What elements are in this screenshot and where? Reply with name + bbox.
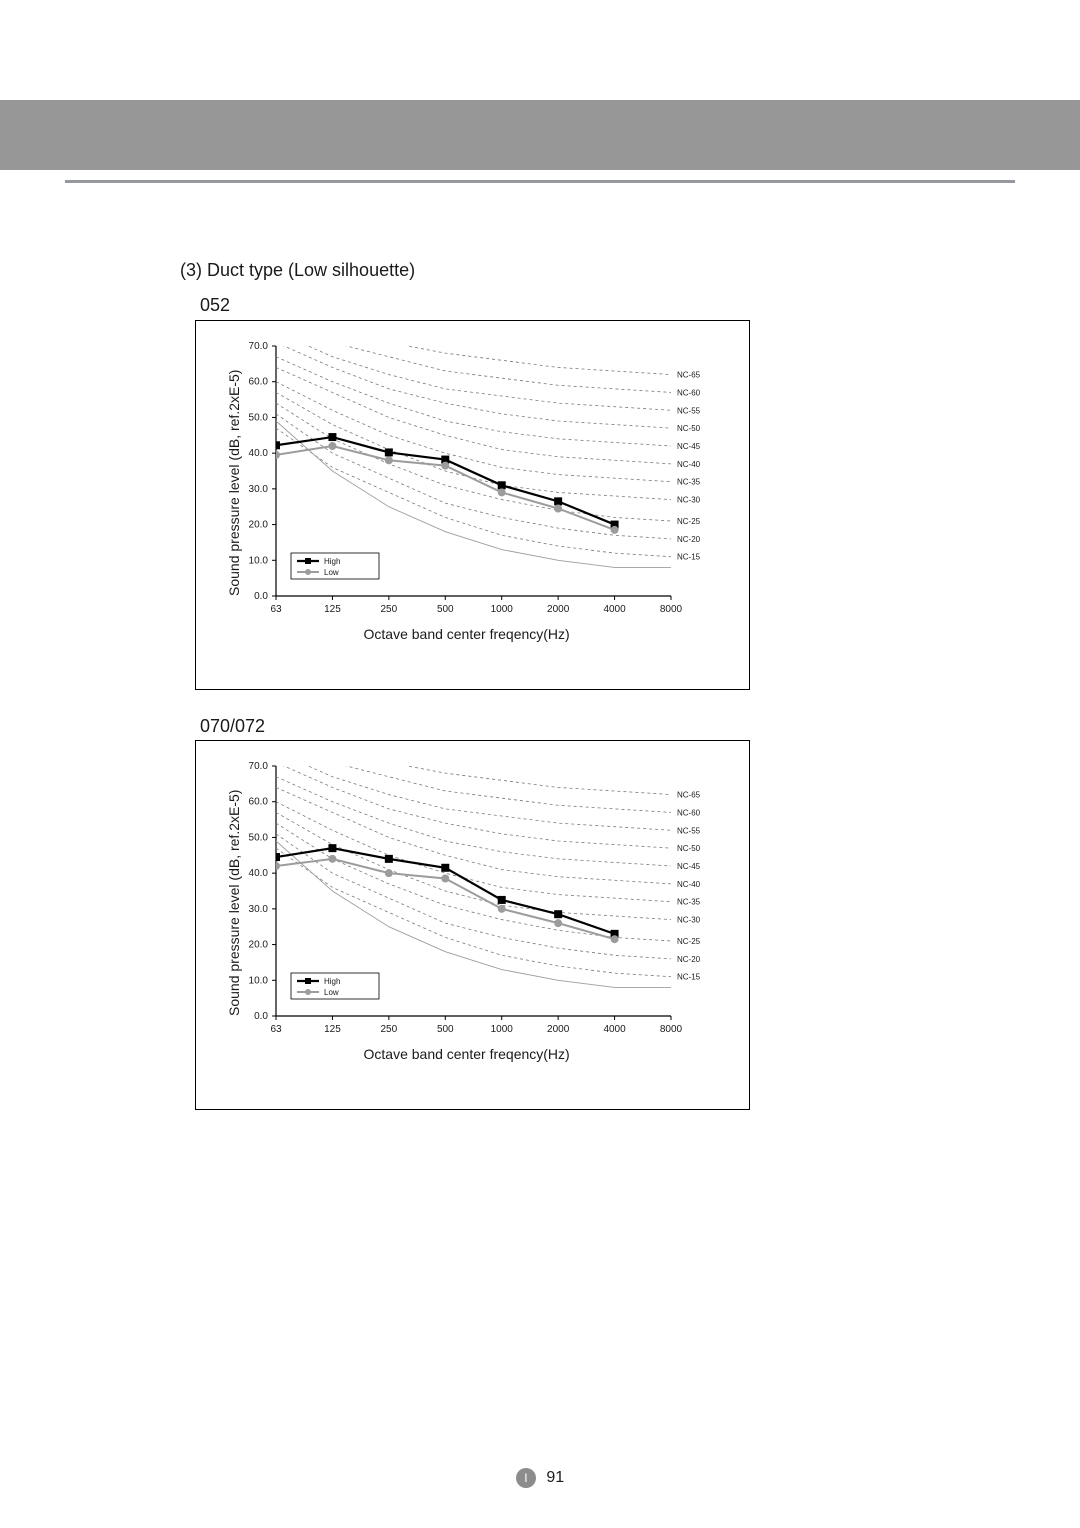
nc-curve-label: NC-50 <box>677 424 701 433</box>
chart-box: Sound pressure level (dB, ref.2xE-5) Octa… <box>195 740 750 1110</box>
nc-curve-label: NC-50 <box>677 844 701 853</box>
page-number: I 91 <box>0 1468 1080 1488</box>
x-tick-label: 8000 <box>660 604 683 615</box>
nc-curve-label: NC-30 <box>677 916 701 925</box>
nc-curve-label: NC-15 <box>677 973 701 982</box>
y-tick-label: 30.0 <box>249 904 269 915</box>
nc-curve-label: NC-60 <box>677 808 701 817</box>
nc-curve-label: NC-45 <box>677 862 701 871</box>
y-tick-label: 70.0 <box>249 341 269 352</box>
nc-curve-label: NC-15 <box>677 553 701 562</box>
legend-item-label: Low <box>324 988 339 997</box>
nc-curve-label: NC-25 <box>677 937 701 946</box>
x-tick-label: 125 <box>324 604 341 615</box>
x-tick-label: 4000 <box>603 604 626 615</box>
chart-box: Sound pressure level (dB, ref.2xE-5) Octa… <box>195 320 750 690</box>
nc-curve-label: NC-45 <box>677 442 701 451</box>
x-axis-label: Octave band center freqency(Hz) <box>364 626 570 642</box>
nc-curve-label: NC-20 <box>677 955 701 964</box>
nc-curve-label: NC-40 <box>677 880 701 889</box>
x-axis-label: Octave band center freqency(Hz) <box>364 1046 570 1062</box>
x-tick-label: 8000 <box>660 1024 683 1035</box>
y-tick-label: 20.0 <box>249 940 269 951</box>
y-tick-label: 20.0 <box>249 520 269 531</box>
x-tick-label: 63 <box>270 1024 282 1035</box>
x-tick-label: 500 <box>437 1024 454 1035</box>
x-tick-label: 2000 <box>547 604 570 615</box>
y-axis-label: Sound pressure level (dB, ref.2xE-5) <box>226 370 242 596</box>
y-tick-label: 60.0 <box>249 377 269 388</box>
x-tick-label: 250 <box>381 604 398 615</box>
x-tick-label: 2000 <box>547 1024 570 1035</box>
nc-curve-label: NC-55 <box>677 406 701 415</box>
x-tick-label: 63 <box>270 604 282 615</box>
nc-curve-label: NC-55 <box>677 826 701 835</box>
y-tick-label: 10.0 <box>249 975 269 986</box>
y-tick-label: 30.0 <box>249 484 269 495</box>
chart-label: 052 <box>200 295 230 316</box>
x-tick-label: 1000 <box>491 1024 514 1035</box>
nc-curve-label: NC-20 <box>677 535 701 544</box>
y-axis-label: Sound pressure level (dB, ref.2xE-5) <box>226 790 242 1016</box>
legend-item-label: Low <box>324 568 339 577</box>
legend-item-label: High <box>324 557 340 566</box>
y-tick-label: 0.0 <box>254 1011 268 1022</box>
section-title: (3) Duct type (Low silhouette) <box>180 260 415 281</box>
x-tick-label: 125 <box>324 1024 341 1035</box>
x-tick-label: 4000 <box>603 1024 626 1035</box>
nc-curve-label: NC-25 <box>677 517 701 526</box>
header-divider <box>65 180 1015 183</box>
nc-curve-label: NC-60 <box>677 388 701 397</box>
y-tick-label: 10.0 <box>249 555 269 566</box>
x-tick-label: 250 <box>381 1024 398 1035</box>
y-tick-label: 70.0 <box>249 761 269 772</box>
header-bar <box>0 100 1080 170</box>
y-tick-label: 50.0 <box>249 412 269 423</box>
nc-curve-label: NC-40 <box>677 460 701 469</box>
nc-curve-label: NC-30 <box>677 496 701 505</box>
chart-label: 070/072 <box>200 716 265 737</box>
nc-curve-label: NC-65 <box>677 791 701 800</box>
y-tick-label: 40.0 <box>249 868 269 879</box>
y-tick-label: 0.0 <box>254 591 268 602</box>
y-tick-label: 50.0 <box>249 832 269 843</box>
x-tick-label: 500 <box>437 604 454 615</box>
legend: High Low <box>291 553 379 579</box>
y-tick-label: 60.0 <box>249 797 269 808</box>
nc-curve-label: NC-35 <box>677 898 701 907</box>
page-number-value: 91 <box>546 1469 564 1486</box>
nc-curve-label: NC-35 <box>677 478 701 487</box>
y-tick-label: 40.0 <box>249 448 269 459</box>
x-tick-label: 1000 <box>491 604 514 615</box>
nc-curve-label: NC-65 <box>677 371 701 380</box>
page-bullet-icon: I <box>516 1468 536 1488</box>
legend-item-label: High <box>324 977 340 986</box>
legend: High Low <box>291 973 379 999</box>
